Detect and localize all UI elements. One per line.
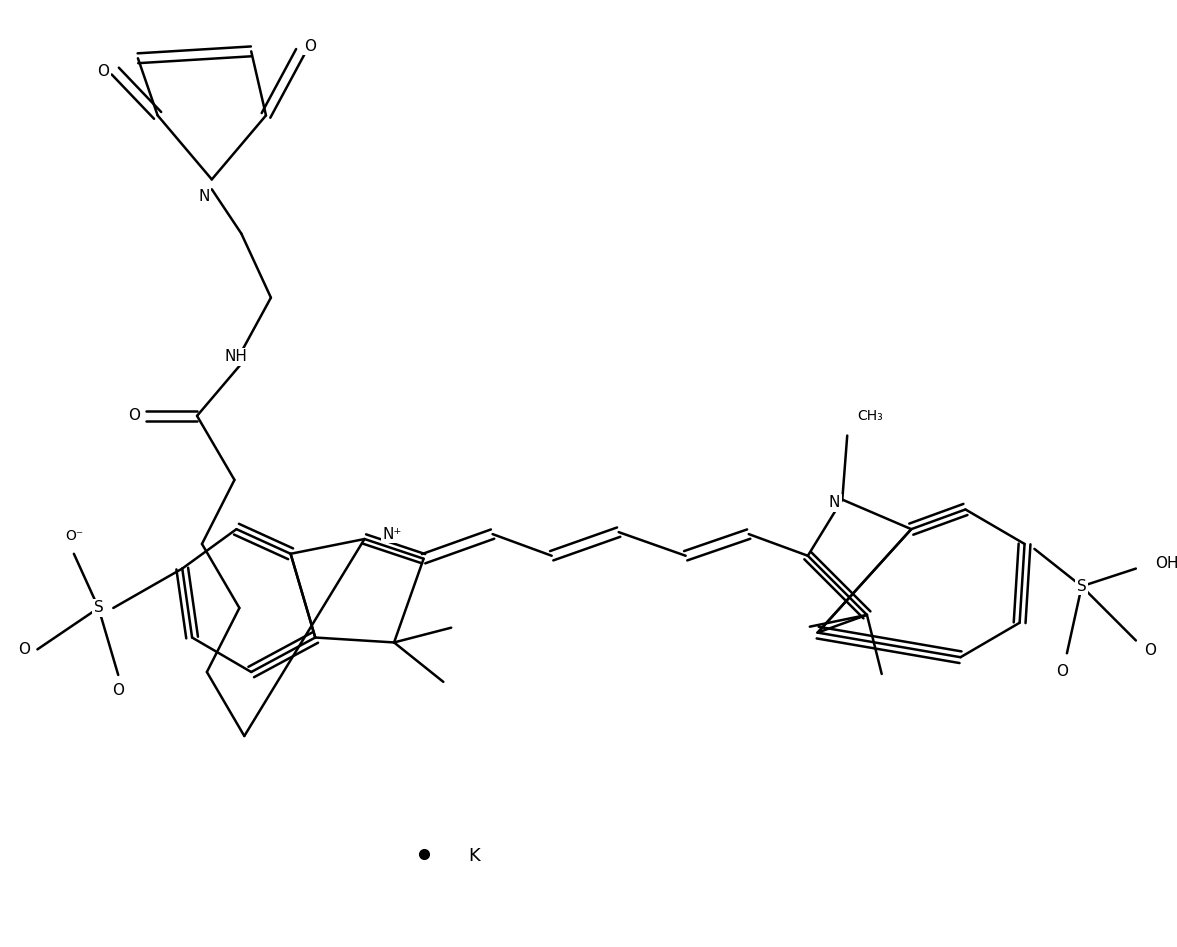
Text: OH: OH [1156, 556, 1177, 571]
Text: NH: NH [225, 349, 248, 365]
Text: O: O [1144, 643, 1156, 658]
Text: N: N [198, 189, 210, 205]
Text: K: K [468, 848, 480, 866]
Text: O: O [1056, 664, 1068, 678]
Text: O: O [305, 39, 317, 54]
Text: O: O [128, 408, 140, 423]
Text: O: O [98, 63, 109, 79]
Text: O⁻: O⁻ [65, 529, 84, 543]
Text: N⁺: N⁺ [383, 527, 401, 542]
Text: S: S [1077, 579, 1086, 594]
Text: O: O [112, 683, 125, 698]
Text: S: S [94, 600, 104, 616]
Text: CH₃: CH₃ [857, 409, 883, 423]
Text: O: O [18, 642, 29, 657]
Text: N: N [829, 495, 840, 510]
